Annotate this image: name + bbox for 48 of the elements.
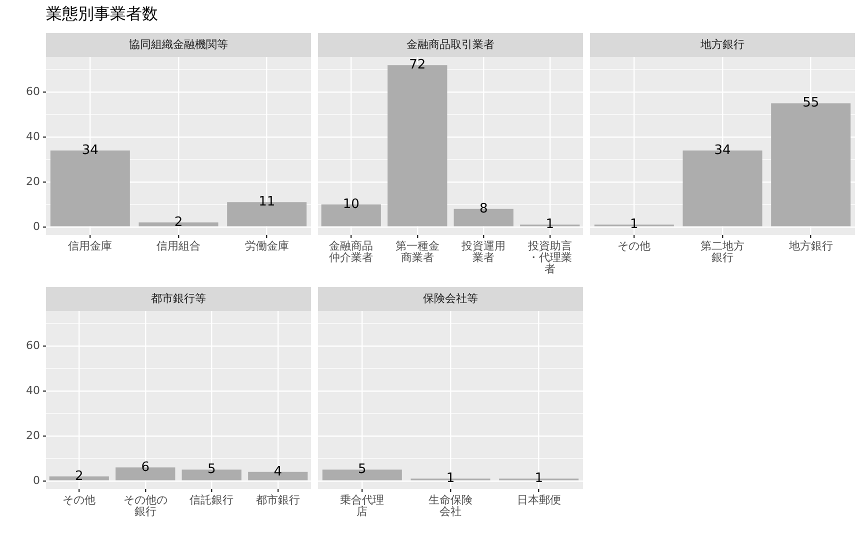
x-tick-label: 信託銀行 bbox=[190, 494, 234, 507]
data-label: 8 bbox=[479, 201, 488, 216]
data-label: 6 bbox=[141, 460, 150, 475]
x-tick-label: 生命保険会社 bbox=[428, 494, 472, 518]
data-label: 55 bbox=[802, 96, 820, 111]
x-tick-label: 投資助言・代理業者 bbox=[526, 240, 572, 276]
data-label: 1 bbox=[546, 217, 554, 232]
y-tick-label: 0 bbox=[33, 220, 40, 233]
data-label: 4 bbox=[274, 464, 282, 480]
x-tick-label: 信用金庫 bbox=[68, 240, 112, 253]
data-label: 34 bbox=[82, 142, 98, 158]
chart-subtitle: 都市銀行等 bbox=[46, 287, 311, 311]
data-label: 1 bbox=[534, 471, 543, 486]
x-tick-label: その他の銀行 bbox=[123, 494, 168, 518]
x-tick-label: 金融商品仲介業者 bbox=[329, 240, 374, 264]
x-tick-label: 信用組合 bbox=[156, 240, 200, 253]
chart-subtitle: 保険会社等 bbox=[318, 287, 583, 311]
data-label: 1 bbox=[446, 471, 455, 486]
x-tick-label: 投資運用業者 bbox=[460, 240, 506, 264]
y-tick-label: 40 bbox=[26, 130, 40, 143]
data-label: 1 bbox=[630, 217, 638, 232]
x-tick-label: その他 bbox=[62, 494, 96, 507]
x-tick-label: 労働金庫 bbox=[244, 240, 289, 253]
y-tick-label: 40 bbox=[26, 384, 40, 397]
y-tick-label: 20 bbox=[26, 428, 40, 442]
data-label: 2 bbox=[174, 214, 183, 230]
chart-subtitle: 金融商品取引業者 bbox=[318, 33, 583, 57]
x-tick-label: その他 bbox=[618, 240, 651, 253]
x-tick-label: 乗合代理店 bbox=[340, 494, 384, 518]
data-label: 11 bbox=[258, 194, 276, 210]
data-label: 5 bbox=[207, 462, 216, 478]
data-label: 34 bbox=[714, 142, 731, 158]
data-label: 5 bbox=[358, 462, 366, 478]
y-tick-label: 60 bbox=[26, 84, 40, 98]
x-tick-label: 第二地方銀行 bbox=[700, 240, 744, 264]
y-tick-label: 60 bbox=[26, 338, 40, 352]
data-label: 10 bbox=[342, 196, 360, 212]
chart-subtitle: 地方銀行 bbox=[590, 33, 855, 57]
x-tick-label: 地方銀行 bbox=[788, 240, 833, 253]
x-tick-label: 都市銀行 bbox=[256, 494, 300, 507]
x-tick-label: 第一種金商業者 bbox=[395, 240, 440, 264]
data-label: 72 bbox=[409, 57, 426, 72]
chart-title: 業態別事業者数 bbox=[46, 4, 158, 25]
data-label: 2 bbox=[74, 468, 84, 484]
x-tick-label: 日本郵便 bbox=[516, 494, 561, 507]
chart-subtitle: 協同組織金融機関等 bbox=[46, 33, 311, 57]
y-tick-label: 20 bbox=[26, 174, 40, 188]
y-tick-label: 0 bbox=[33, 474, 40, 487]
